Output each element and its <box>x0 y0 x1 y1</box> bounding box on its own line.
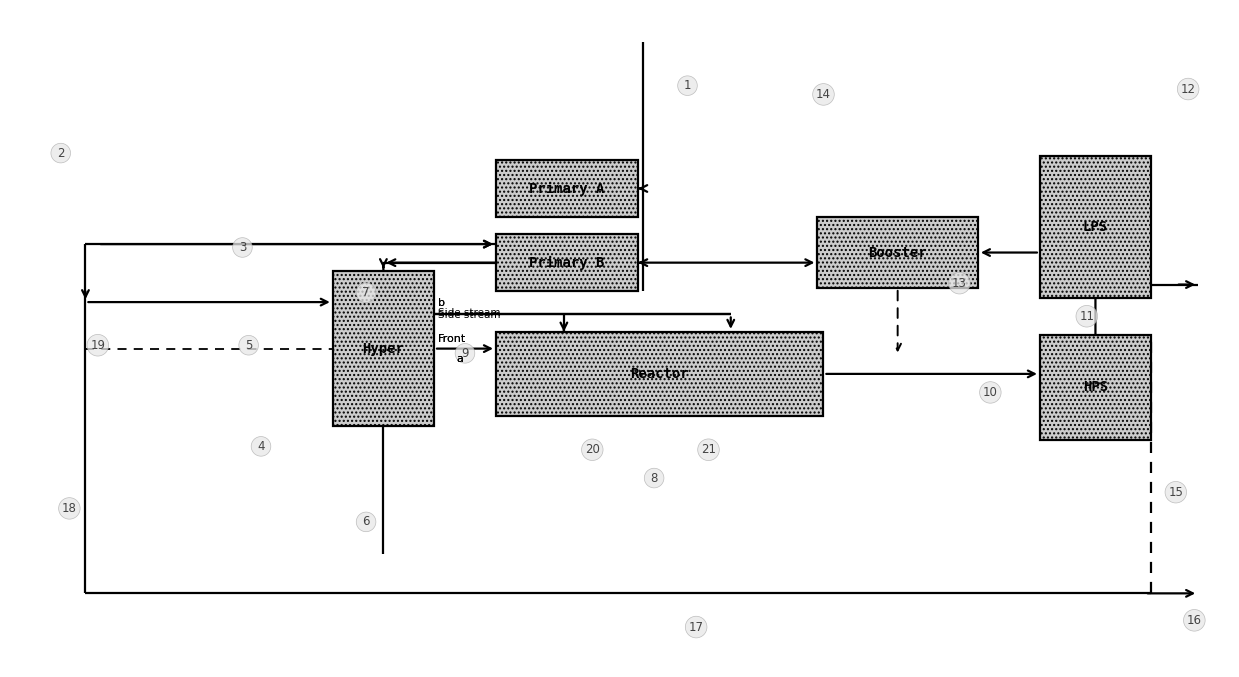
Text: 2: 2 <box>57 147 64 160</box>
Text: LPS: LPS <box>1083 220 1108 234</box>
Bar <box>818 217 978 288</box>
Text: 21: 21 <box>701 443 716 456</box>
Text: 7: 7 <box>362 286 369 299</box>
Text: 10: 10 <box>983 386 997 399</box>
Text: 8: 8 <box>650 472 658 485</box>
Text: 20: 20 <box>585 443 600 456</box>
Text: a: a <box>456 354 463 364</box>
Text: Side stream: Side stream <box>437 310 501 320</box>
Text: Side stream: Side stream <box>437 308 501 318</box>
Text: 1: 1 <box>684 79 691 92</box>
Bar <box>1040 156 1151 298</box>
Text: 16: 16 <box>1187 614 1202 627</box>
Bar <box>496 332 824 416</box>
Text: Front: Front <box>437 334 466 344</box>
Text: 13: 13 <box>952 277 966 290</box>
Text: a: a <box>456 354 463 364</box>
Text: Booster: Booster <box>869 246 927 259</box>
Text: b: b <box>437 299 445 309</box>
Text: Reactor: Reactor <box>631 367 689 381</box>
Text: 17: 17 <box>689 621 704 634</box>
Text: 11: 11 <box>1079 310 1094 323</box>
Text: 9: 9 <box>461 347 468 360</box>
Text: 6: 6 <box>362 515 369 528</box>
Bar <box>1040 335 1151 439</box>
Text: Front: Front <box>437 334 466 344</box>
Text: 19: 19 <box>90 338 105 352</box>
Text: 5: 5 <box>245 338 253 352</box>
Bar <box>496 160 638 217</box>
Text: HPS: HPS <box>1083 380 1108 395</box>
Text: 15: 15 <box>1168 485 1183 499</box>
Text: 12: 12 <box>1181 83 1196 95</box>
Text: Primary B: Primary B <box>529 256 605 269</box>
Text: 18: 18 <box>62 502 77 515</box>
Text: Hyper: Hyper <box>363 342 404 355</box>
Text: 14: 14 <box>817 88 831 101</box>
Text: 3: 3 <box>239 241 247 254</box>
Text: b: b <box>437 299 445 309</box>
Text: 4: 4 <box>258 440 265 453</box>
Bar <box>333 271 434 426</box>
Bar <box>496 234 638 291</box>
Text: Primary A: Primary A <box>529 181 605 196</box>
